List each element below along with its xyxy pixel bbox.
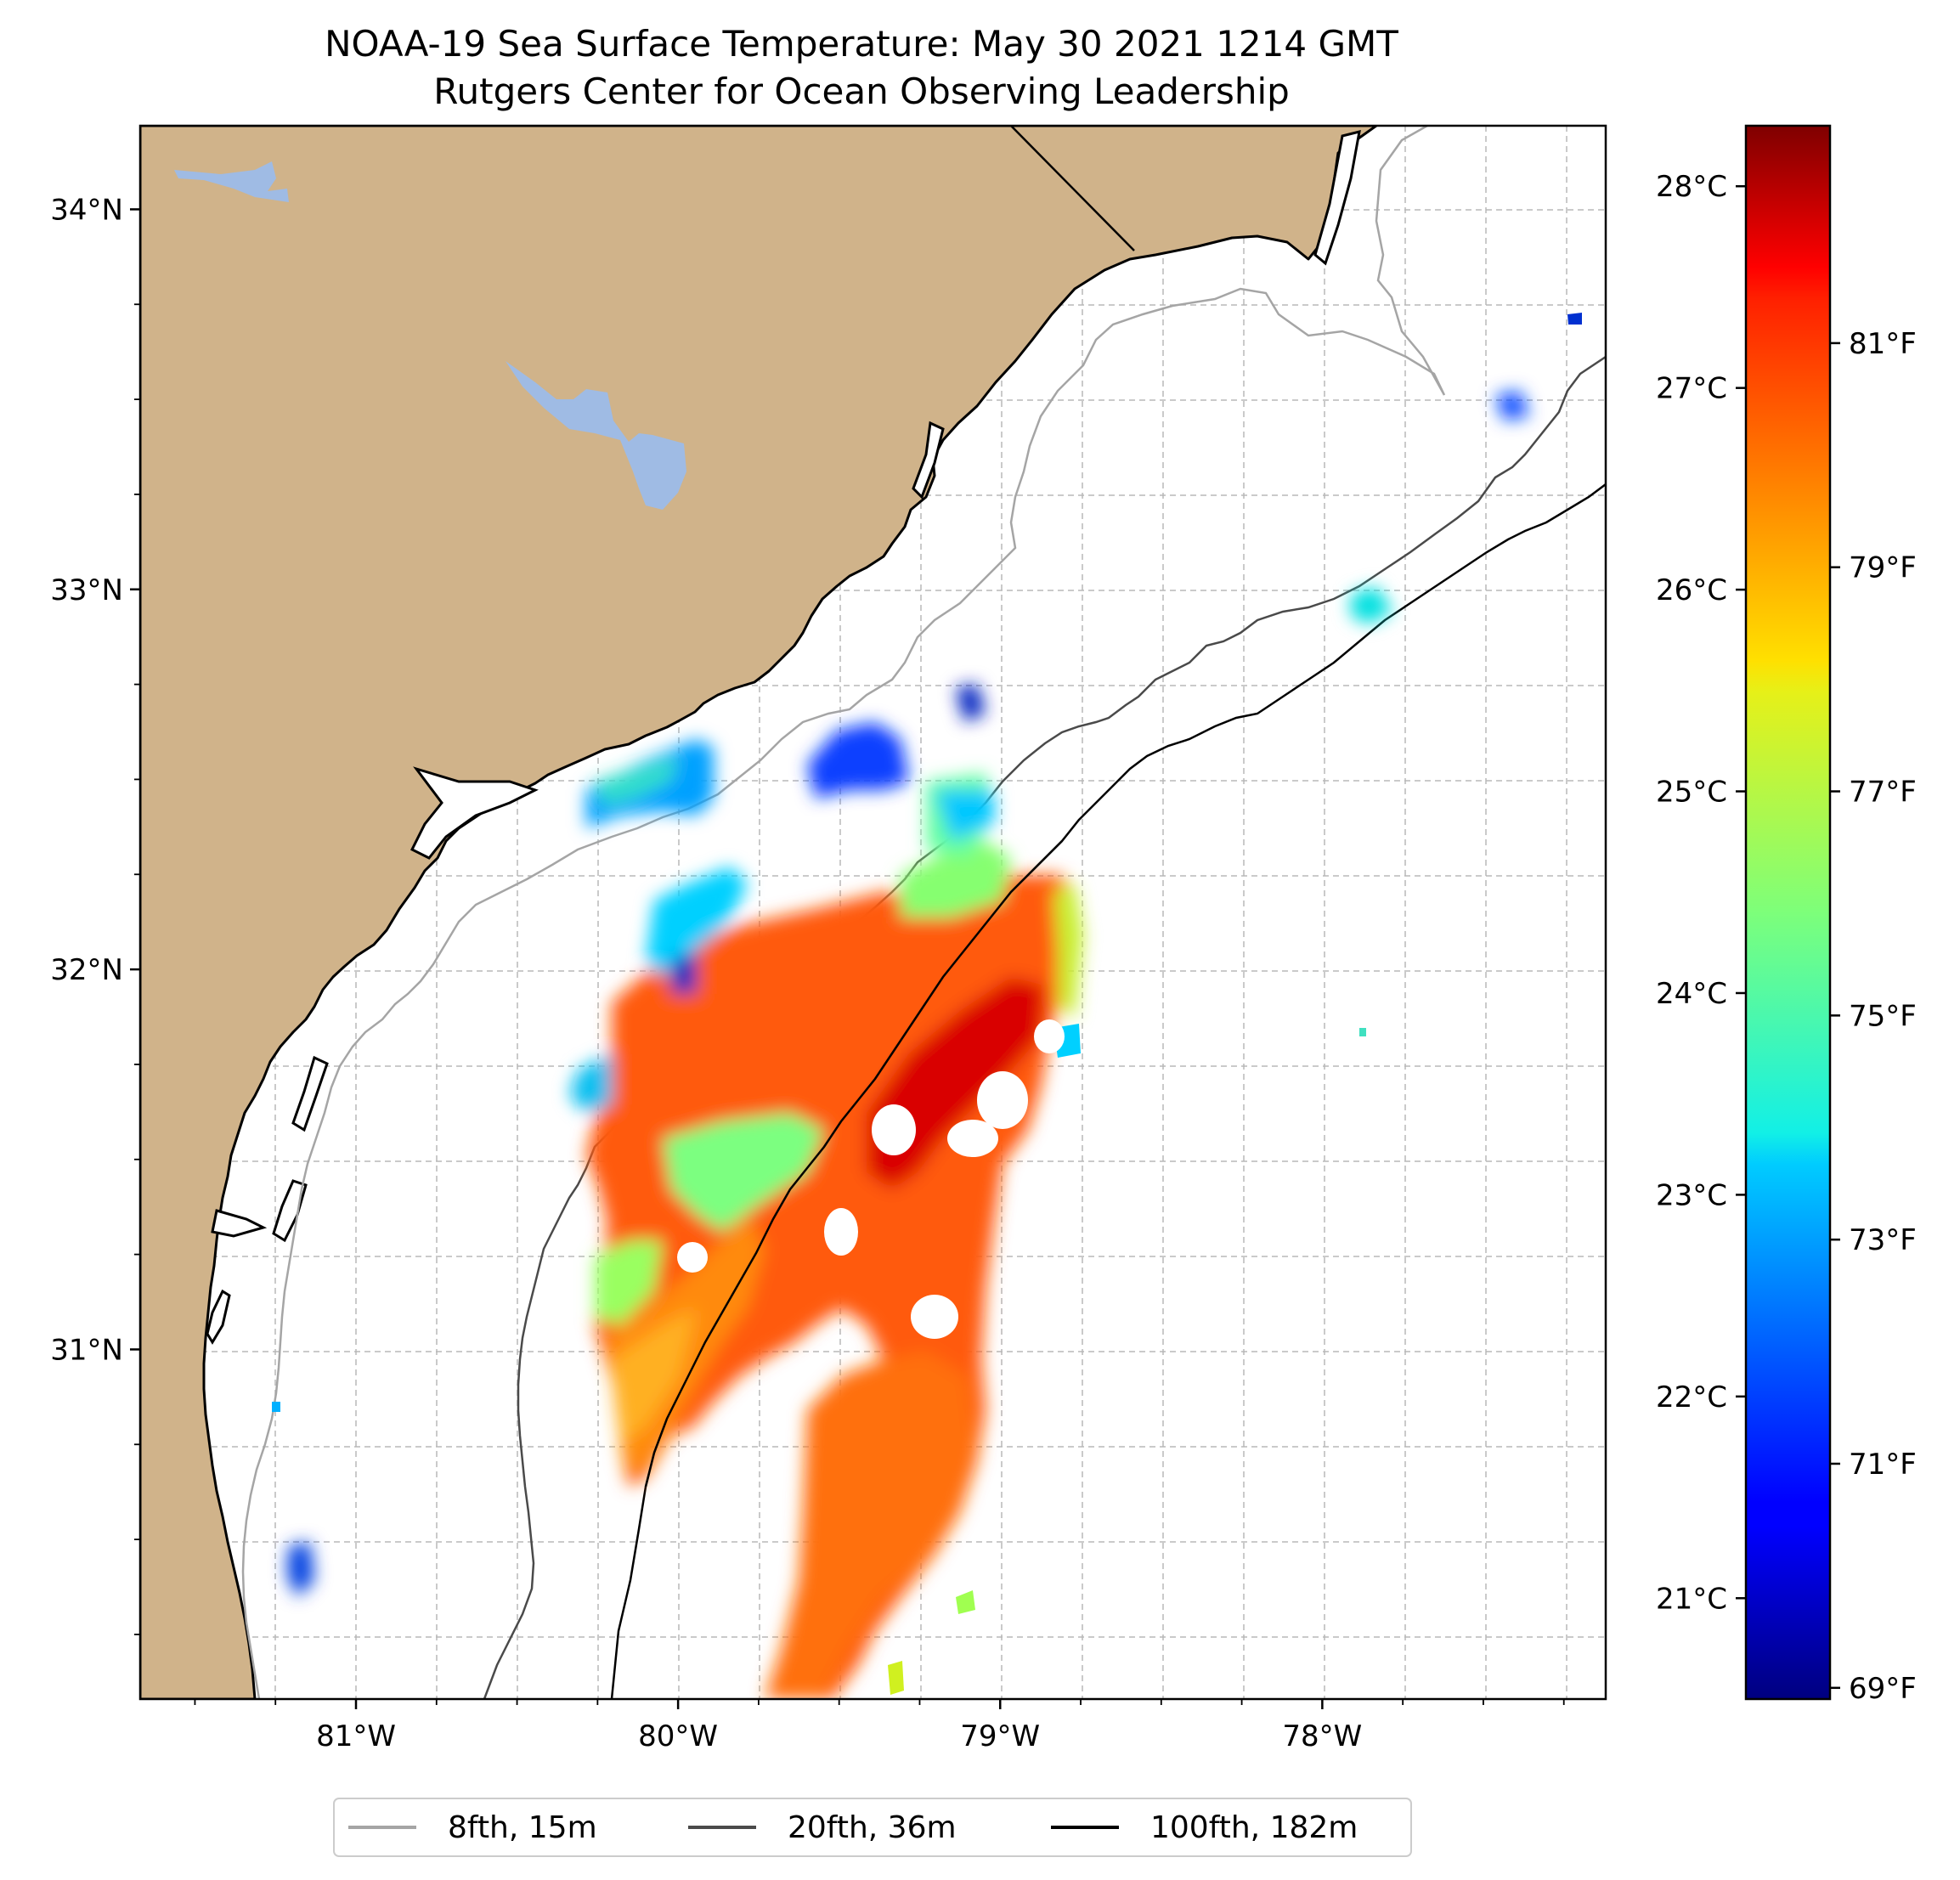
lat-tick-label: 32°N xyxy=(50,953,123,987)
celsius-tick-label: 24°C xyxy=(1656,977,1727,1011)
fahrenheit-tick-label: 75°F xyxy=(1849,999,1917,1033)
legend-label-100fth: 100fth, 182m xyxy=(1150,1810,1358,1845)
land-mass xyxy=(140,126,1378,1699)
isobath-legend: 8fth, 15m 20fth, 36m 100fth, 182m xyxy=(333,1798,1412,1857)
state-boundary xyxy=(1010,126,1135,251)
celsius-tick-label: 23°C xyxy=(1656,1178,1727,1212)
celsius-tick-label: 27°C xyxy=(1656,372,1727,406)
title-line-2: Rutgers Center for Ocean Observing Leade… xyxy=(433,71,1290,112)
isobath-8fth xyxy=(241,126,1446,1699)
legend-label-8fth: 8fth, 15m xyxy=(448,1810,597,1845)
coastal-inlets xyxy=(206,129,1361,1345)
fahrenheit-tick-label: 79°F xyxy=(1849,551,1917,585)
fahrenheit-tick-label: 81°F xyxy=(1849,327,1917,361)
colorbar-ticks: 21°C 22°C 23°C 24°C 25°C 26°C 27°C 28°C 69°F 71°F… xyxy=(1656,170,1917,1706)
fahrenheit-tick-label: 71°F xyxy=(1849,1448,1917,1482)
map-axis-ticks: 81°W 80°W 79°W 78°W 31°N 32°N 33°N 34°N xyxy=(50,193,1565,1753)
lon-tick-label: 80°W xyxy=(638,1719,718,1753)
fahrenheit-tick-label: 77°F xyxy=(1849,776,1917,810)
fahrenheit-tick-label: 69°F xyxy=(1849,1672,1917,1706)
celsius-tick-label: 28°C xyxy=(1656,170,1727,204)
fahrenheit-tick-label: 73°F xyxy=(1849,1223,1917,1257)
celsius-tick-label: 26°C xyxy=(1656,573,1727,607)
lon-tick-label: 79°W xyxy=(960,1719,1040,1753)
celsius-tick-label: 22°C xyxy=(1656,1380,1727,1414)
lat-tick-label: 34°N xyxy=(50,193,123,227)
colorbar xyxy=(1744,124,1832,1701)
celsius-tick-label: 25°C xyxy=(1656,776,1727,810)
lon-tick-label: 81°W xyxy=(316,1719,396,1753)
lon-tick-label: 78°W xyxy=(1282,1719,1362,1753)
legend-label-20fth: 20fth, 36m xyxy=(788,1810,957,1845)
lat-tick-label: 31°N xyxy=(50,1333,123,1367)
inland-lakes xyxy=(174,161,686,510)
celsius-tick-label: 21°C xyxy=(1656,1582,1727,1616)
title-line-1: NOAA-19 Sea Surface Temperature: May 30 … xyxy=(325,23,1398,65)
lat-tick-label: 33°N xyxy=(50,573,123,607)
map-frame xyxy=(138,124,1607,1701)
sst-data xyxy=(272,313,1582,1699)
